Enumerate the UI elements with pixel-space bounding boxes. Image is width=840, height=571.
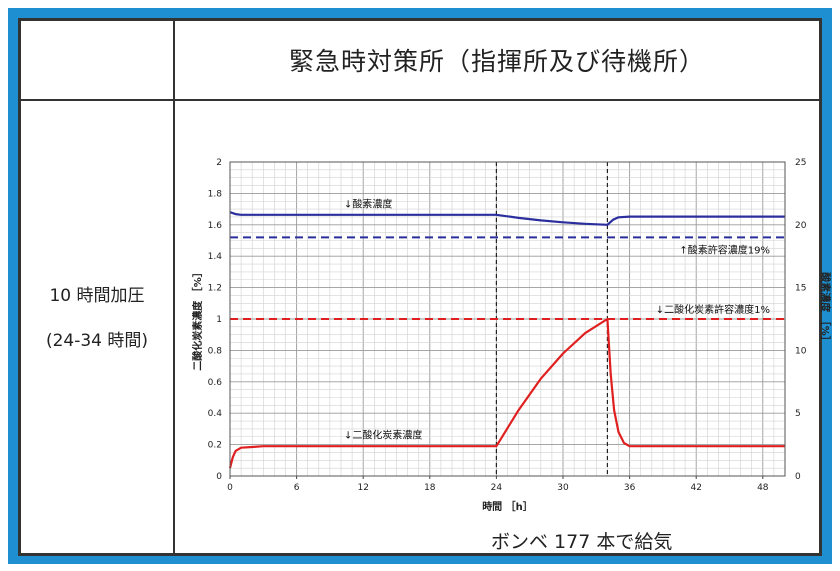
series-line xyxy=(228,317,785,469)
x-tick-label: 48 xyxy=(757,483,769,493)
left-y-tick-label: 0.2 xyxy=(208,441,222,451)
left-y-tick-label: 2 xyxy=(216,158,222,168)
left-y-tick-label: 1.4 xyxy=(208,252,223,262)
left-y-tick-label: 1.6 xyxy=(208,221,223,231)
x-tick-label: 12 xyxy=(357,483,368,493)
supply-caption: ボンベ 177 本で給気 xyxy=(491,531,673,553)
axis-layer: 0 6 12 18 24 30 36 42 48 0 0.2 0.4 0.6 0.8 1 1.2 1.4 1.6 1… xyxy=(208,158,807,493)
series-layer: ↓酸素濃度 ↓二酸化炭素濃度 xyxy=(228,198,785,469)
left-y-tick-label: 0.4 xyxy=(208,409,223,419)
left-y-tick-label: 0 xyxy=(216,472,222,482)
left-y-tick-label: 1.2 xyxy=(208,284,222,294)
x-tick-label: 36 xyxy=(624,483,636,493)
right-y-tick-label: 15 xyxy=(795,284,806,294)
right-y-axis-title: 酸素濃度 ［%］ xyxy=(819,272,832,346)
series-annotation: ↓二酸化炭素濃度 xyxy=(344,428,422,441)
plot-frame xyxy=(229,161,786,477)
series-line xyxy=(229,211,785,226)
pressurization-duration: 10 時間加圧 xyxy=(49,286,145,306)
row-divider xyxy=(21,99,819,101)
left-y-axis-title: 二酸化炭素濃度 ［%］ xyxy=(191,267,204,371)
x-tick-label: 30 xyxy=(557,483,569,493)
right-y-tick-label: 0 xyxy=(795,472,801,482)
x-tick-label: 6 xyxy=(294,483,300,493)
left-y-tick-label: 1.8 xyxy=(208,189,223,199)
reference-layer: ↑酸素許容濃度19% ↓二酸化炭素許容濃度1% xyxy=(230,162,785,476)
column-divider xyxy=(173,21,175,553)
series-annotation: ↓酸素濃度 xyxy=(344,198,392,211)
right-y-tick-label: 10 xyxy=(795,346,807,356)
left-y-tick-label: 1 xyxy=(216,315,222,325)
right-y-tick-label: 5 xyxy=(795,409,801,419)
left-y-tick-label: 0.6 xyxy=(208,378,223,388)
x-tick-label: 42 xyxy=(690,483,701,493)
x-axis-title: 時間 ［h］ xyxy=(482,500,533,513)
reference-line-label: ↑酸素許容濃度19% xyxy=(679,243,770,256)
x-tick-label: 0 xyxy=(227,483,233,493)
pressurization-interval: (24-34 時間) xyxy=(45,331,149,351)
right-y-tick-label: 20 xyxy=(795,221,807,231)
x-tick-label: 24 xyxy=(491,483,503,493)
reference-line-label: ↓二酸化炭素許容濃度1% xyxy=(656,303,770,316)
left-y-tick-label: 0.8 xyxy=(208,346,223,356)
page-title: 緊急時対策所（指揮所及び待機所） xyxy=(288,47,705,76)
x-tick-label: 18 xyxy=(424,483,436,493)
condition-cell: 10 時間加圧 (24-34 時間) xyxy=(21,101,173,553)
right-y-tick-label: 25 xyxy=(795,158,806,168)
